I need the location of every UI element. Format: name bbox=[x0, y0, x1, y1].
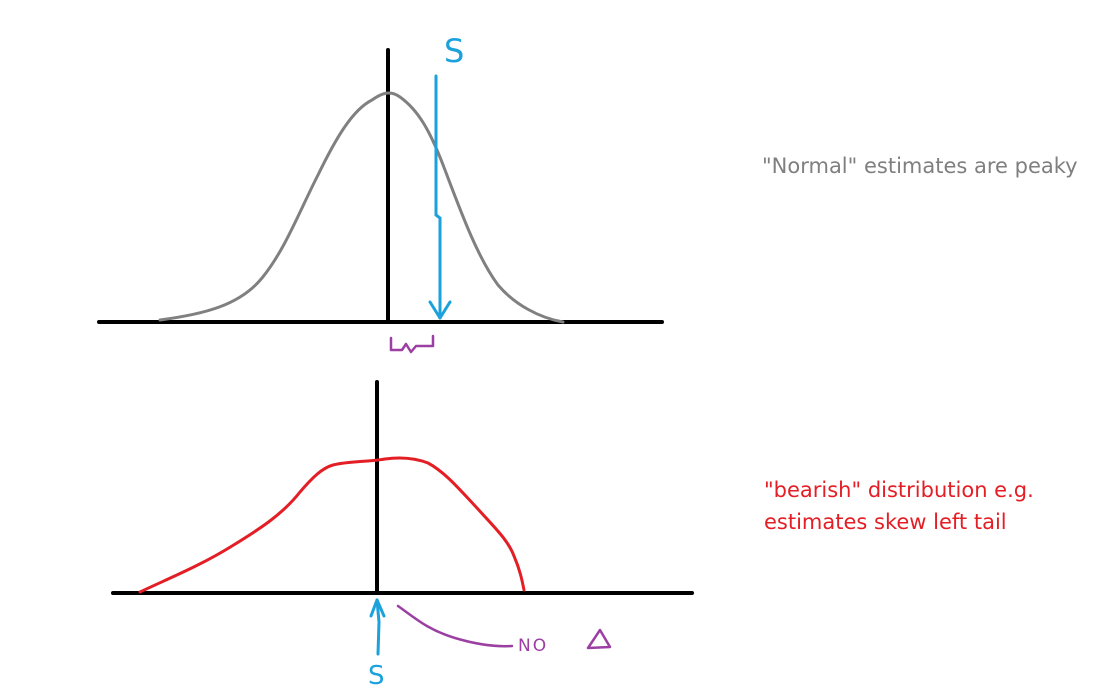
bearish-distribution-annotation: "bearish" distribution e.g. estimates sk… bbox=[764, 474, 1034, 538]
bearish-annotation-line-2: estimates skew left tail bbox=[764, 510, 1007, 534]
bearish-annotation-line-1: "bearish" distribution e.g. bbox=[764, 478, 1034, 502]
normal-distribution-curve bbox=[158, 91, 565, 324]
bearish-distribution-curve bbox=[138, 456, 526, 594]
spot-arrow-down-icon bbox=[428, 74, 452, 320]
top-spot-label: S bbox=[444, 32, 464, 70]
top-plot: S bbox=[97, 32, 664, 354]
normal-estimates-annotation: "Normal" estimates are peaky bbox=[762, 154, 1078, 178]
brace-icon bbox=[389, 334, 435, 354]
delta-triangle-icon bbox=[586, 628, 612, 650]
spot-arrow-up-icon bbox=[369, 598, 386, 656]
bottom-plot: S NO bbox=[111, 380, 694, 691]
no-delta-label: NO bbox=[518, 636, 548, 656]
bottom-spot-label: S bbox=[368, 661, 385, 691]
delta-pointer-line bbox=[396, 604, 514, 648]
